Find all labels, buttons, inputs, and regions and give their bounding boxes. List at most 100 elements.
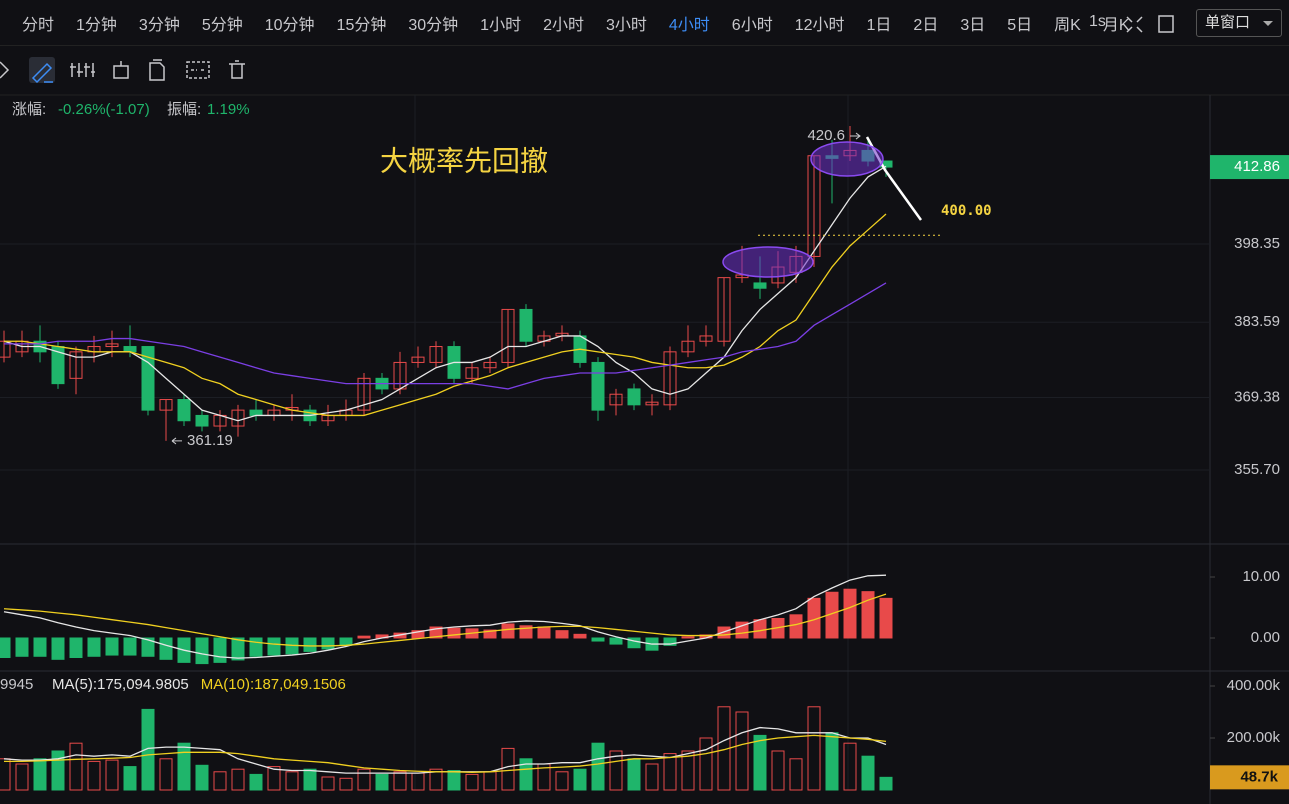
interval[interactable]: 6小时: [731, 16, 773, 34]
window-select[interactable]: 单窗口: [1196, 9, 1282, 37]
clock[interactable]: 1s: [1089, 13, 1106, 30]
volume-bar: [195, 764, 209, 791]
volume-bar: [87, 760, 101, 791]
volume-bar: [51, 750, 65, 791]
interval[interactable]: 2小时: [543, 16, 584, 34]
interval[interactable]: 5日: [1007, 16, 1033, 34]
tool-icon[interactable]: [0, 61, 10, 79]
macd-bar: [699, 634, 713, 639]
volume-bar: [537, 763, 551, 791]
interval[interactable]: 2日: [913, 16, 939, 34]
volume-bar: [105, 759, 119, 791]
y-tick-label: 0.00: [1251, 629, 1280, 646]
interval[interactable]: 15分钟: [336, 16, 387, 34]
volume-bar: [573, 768, 587, 791]
macd-bar: [645, 637, 659, 651]
interval[interactable]: 周K: [1054, 16, 1081, 34]
interval[interactable]: 1小时: [480, 16, 522, 34]
interval[interactable]: 月K: [1102, 16, 1130, 34]
macd-bar: [159, 637, 173, 660]
volume-bar: [123, 766, 137, 791]
interval[interactable]: 3日: [960, 16, 986, 34]
macd-bar: [537, 626, 551, 639]
candle-body: [105, 343, 119, 348]
macd-bar: [519, 625, 533, 639]
macd-bar: [465, 628, 479, 639]
candle-body: [501, 308, 515, 363]
volume-bar: [159, 758, 173, 791]
interval[interactable]: 10分钟: [264, 16, 315, 34]
interval[interactable]: 12小时: [794, 16, 845, 34]
volume-bar: [825, 732, 839, 791]
volume-bar: [213, 771, 227, 791]
candle-body: [285, 406, 299, 411]
macd-bar: [321, 637, 335, 650]
interval[interactable]: 4小时: [668, 16, 710, 34]
ma-line: [3, 165, 887, 422]
volume-bar: [0, 758, 11, 791]
tool-icon-bg: [29, 57, 55, 83]
macd-bar: [681, 636, 695, 639]
interval[interactable]: 3分钟: [138, 16, 180, 34]
candle-body: [141, 346, 155, 411]
interval[interactable]: 分时: [22, 16, 55, 34]
overlay: [722, 141, 884, 278]
macd-bar: [411, 630, 425, 639]
macd-bar: [771, 617, 785, 639]
tool-icon[interactable]: [70, 63, 95, 77]
macd-bar: [177, 637, 191, 663]
candle-body: [681, 340, 695, 353]
interval[interactable]: 5分钟: [201, 16, 243, 34]
level-label: 400.00: [941, 203, 992, 219]
volume-bar: [357, 768, 371, 791]
volume-bar: [627, 758, 641, 791]
volume-bar: [231, 768, 245, 791]
interval[interactable]: 1日: [866, 16, 892, 34]
candle-body: [177, 399, 191, 422]
candle-body: [771, 266, 785, 284]
macd-bar: [735, 621, 749, 639]
candle-body: [249, 409, 263, 416]
volume-bar: [663, 753, 677, 791]
tool-icon[interactable]: [229, 60, 245, 79]
candle-body: [447, 346, 461, 379]
tool-icon[interactable]: [149, 59, 165, 81]
macd-bar: [0, 637, 11, 658]
candle-body: [87, 346, 101, 353]
legend-entry: MA(10):187,049.1506: [201, 676, 346, 693]
candle-body: [699, 335, 713, 342]
macd-bar: [393, 632, 407, 639]
macd-bar: [879, 597, 893, 639]
volume-bar: [375, 773, 389, 791]
volume-bar: [177, 742, 191, 791]
interval[interactable]: 3小时: [605, 16, 647, 34]
volume-bar: [807, 706, 821, 791]
volume-bar: [69, 742, 83, 791]
tool-icon[interactable]: [113, 61, 129, 79]
candle-body: [861, 149, 875, 162]
trend-line: [865, 136, 923, 221]
highlight-ellipse: [722, 246, 814, 278]
macd-bar: [87, 637, 101, 657]
volume-bar: [717, 706, 731, 791]
macd-bar: [69, 637, 83, 658]
candle-body: [519, 308, 533, 342]
candle-body: [609, 393, 623, 406]
volume-bar: [789, 758, 803, 791]
interval[interactable]: 30分钟: [408, 16, 459, 34]
macd-bar: [429, 626, 443, 639]
tool-icon[interactable]: [186, 61, 210, 79]
last-volume-label: 48.7k: [1240, 768, 1278, 785]
macd-bar: [339, 637, 353, 646]
macd-bar: [483, 629, 497, 639]
candle-body: [663, 351, 677, 406]
candle-body: [231, 409, 245, 427]
volume-bar: [519, 758, 533, 791]
candle-body: [483, 361, 497, 369]
volume-bar: [33, 758, 47, 791]
volume-bar: [501, 747, 515, 791]
y-tick-label: 400.00k: [1227, 677, 1281, 694]
tool-icon[interactable]: [31, 62, 53, 84]
interval[interactable]: 1分钟: [76, 16, 117, 34]
